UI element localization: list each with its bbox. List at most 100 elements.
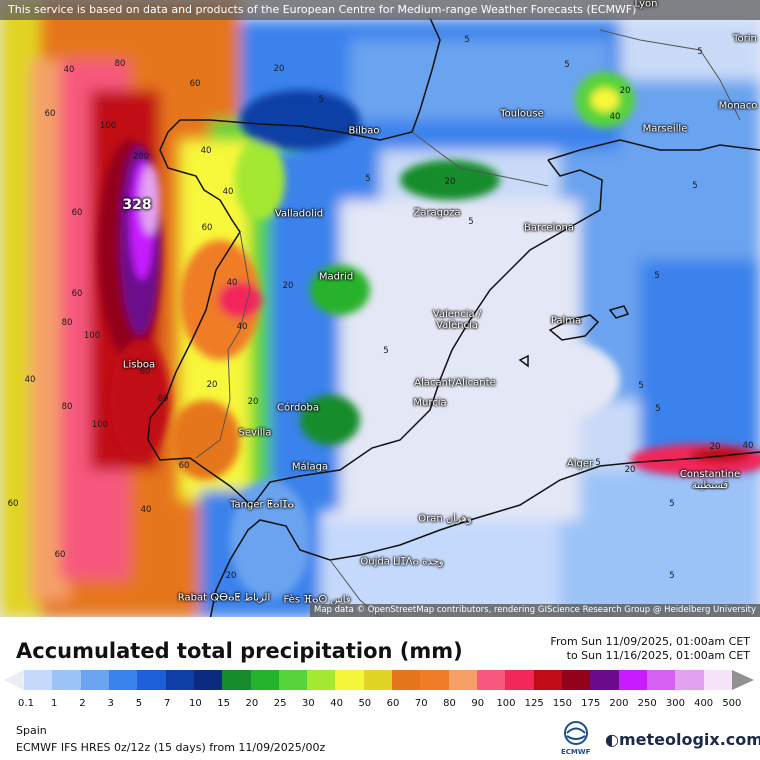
city-marseille[interactable]: Marseille: [642, 123, 688, 135]
city-valladolid[interactable]: Valladolid: [274, 208, 324, 220]
city-toulouse[interactable]: Toulouse: [500, 108, 544, 120]
colorbar-cell: [108, 670, 138, 690]
meteologix-brand[interactable]: ◐meteologix.com: [605, 730, 760, 749]
contour-label: 60: [71, 208, 83, 218]
city-constantine[interactable]: Constantine قسنطينة: [679, 469, 741, 491]
period-to: to Sun 11/16/2025, 01:00am CET: [566, 649, 750, 662]
colorbar-tick-label: 30: [301, 698, 315, 709]
city-lisboa[interactable]: Lisboa: [122, 359, 156, 371]
ecmwf-logo-icon[interactable]: [560, 720, 592, 756]
city-oujda[interactable]: Oujda ⵡⵊⴷⴰ وجدة: [360, 556, 444, 568]
contour-label: 5: [464, 35, 470, 45]
contour-label: 40: [140, 505, 152, 515]
colorbar-tick-label: 2: [79, 698, 86, 709]
colorbar-cell: [137, 670, 166, 690]
colorbar-cell: [278, 670, 308, 690]
colorbar-tick-label: 125: [524, 698, 544, 709]
contour-label: 5: [383, 346, 389, 356]
city-murcia[interactable]: Murcia: [413, 397, 447, 409]
period-from: From Sun 11/09/2025, 01:00am CET: [550, 635, 750, 648]
colorbar-tick-label: 25: [273, 698, 287, 709]
colorbar-tick-label: 150: [552, 698, 572, 709]
contour-label: 60: [201, 223, 213, 233]
colorbar-tick-label: 300: [665, 698, 685, 709]
colorbar-cell: [392, 670, 421, 690]
colorbar-tick-label: 70: [414, 698, 428, 709]
city-fes[interactable]: Fès ⴼⴰⵙ فاس: [283, 594, 351, 606]
colorbar-cell: [448, 670, 477, 690]
precip-field-detail: [98, 72, 760, 600]
contour-label: 20: [709, 442, 721, 452]
city-malaga[interactable]: Málaga: [291, 461, 329, 473]
colorbar-cell: [165, 670, 194, 690]
colorbar-tick-label: 175: [581, 698, 601, 709]
city-zaragoza[interactable]: Zaragoza: [413, 207, 461, 219]
city-torin[interactable]: Torin: [733, 33, 757, 45]
city-alicante[interactable]: Alacant/Alicante: [414, 377, 496, 389]
colorbar-cell: [222, 670, 251, 690]
contour-label: 5: [564, 60, 570, 70]
colorbar-cell: [561, 670, 591, 690]
map-attribution: Map data © OpenStreetMap contributors, r…: [310, 604, 760, 617]
colorbar-min-arrow: [4, 670, 24, 690]
contour-label: 80: [61, 402, 73, 412]
city-monaco[interactable]: Monaco: [718, 100, 758, 112]
colorbar-cell: [675, 670, 704, 690]
city-madrid[interactable]: Madrid: [318, 271, 354, 283]
city-sevilla[interactable]: Sevilla: [238, 427, 272, 439]
legend-title: Accumulated total precipitation (mm): [16, 639, 463, 663]
contour-label: 80: [61, 318, 73, 328]
colorbar-cell: [420, 670, 449, 690]
contour-label: 40: [742, 441, 754, 451]
contour-label: 60: [44, 109, 56, 119]
contour-label: 60: [7, 499, 19, 509]
contour-label: 5: [365, 174, 371, 184]
contour-label: 5: [468, 217, 474, 227]
contour-label: 5: [318, 95, 324, 105]
contour-label: 20: [619, 86, 631, 96]
data-source-banner: This service is based on data and produc…: [0, 0, 760, 20]
city-valencia[interactable]: Valencia / València: [432, 309, 482, 331]
colorbar-tick-label: 200: [609, 698, 629, 709]
city-alger[interactable]: Alger: [566, 458, 594, 470]
contour-label: 200: [132, 152, 150, 162]
colorbar-tick-label: 60: [386, 698, 400, 709]
contour-label: 40: [609, 112, 621, 122]
contour-label: 80: [157, 394, 169, 404]
forecast-period: From Sun 11/09/2025, 01:00am CET to Sun …: [550, 635, 750, 663]
contour-label: 20: [624, 465, 636, 475]
model-info: ECMWF IFS HRES 0z/12z (15 days) from 11/…: [16, 741, 326, 754]
contour-label: 5: [654, 271, 660, 281]
contour-label: 100: [91, 420, 109, 430]
city-bilbao[interactable]: Bilbao: [348, 125, 380, 137]
colorbar-cell: [80, 670, 109, 690]
colorbar-tick-label: 400: [694, 698, 714, 709]
colorbar-tick-label: 7: [163, 698, 171, 709]
colorbar-tick-label: 5: [135, 698, 143, 709]
colorbar-tick-label: 50: [358, 698, 372, 709]
precipitation-map[interactable]: This service is based on data and produc…: [0, 0, 760, 617]
colorbar-tick-label: 500: [722, 698, 742, 709]
colorbar-tick-label: 1: [51, 698, 58, 709]
colorbar-tick-label: 20: [245, 698, 259, 709]
contour-label: 100: [83, 331, 101, 341]
meteologix-brand-text: meteologix.com: [618, 730, 760, 749]
city-cordoba[interactable]: Córdoba: [277, 402, 319, 414]
city-lyon[interactable]: Lyon: [634, 0, 658, 10]
city-barcelona[interactable]: Barcelona: [524, 222, 574, 234]
city-oran[interactable]: Oran وهران: [418, 513, 472, 525]
colorbar-tick-label: 100: [496, 698, 516, 709]
city-rabat[interactable]: Rabat ⵕⴱⴰⵟ الرباط: [177, 592, 271, 604]
colorbar-tick-label: 250: [637, 698, 657, 709]
contour-label: 20: [247, 397, 259, 407]
precip-field-base: [0, 0, 760, 617]
contour-label: 20: [273, 64, 285, 74]
contour-label: 40: [226, 278, 238, 288]
colorbar-tick-label: 15: [217, 698, 230, 709]
colorbar-max-arrow: [732, 670, 754, 690]
contour-label: 5: [697, 47, 703, 57]
city-palma[interactable]: Palma: [550, 315, 582, 327]
map-canvas: [0, 0, 760, 617]
contour-label: 5: [595, 458, 601, 468]
city-tanger[interactable]: Tanger ⵟⴰⵏⵊⴰ: [230, 499, 294, 511]
